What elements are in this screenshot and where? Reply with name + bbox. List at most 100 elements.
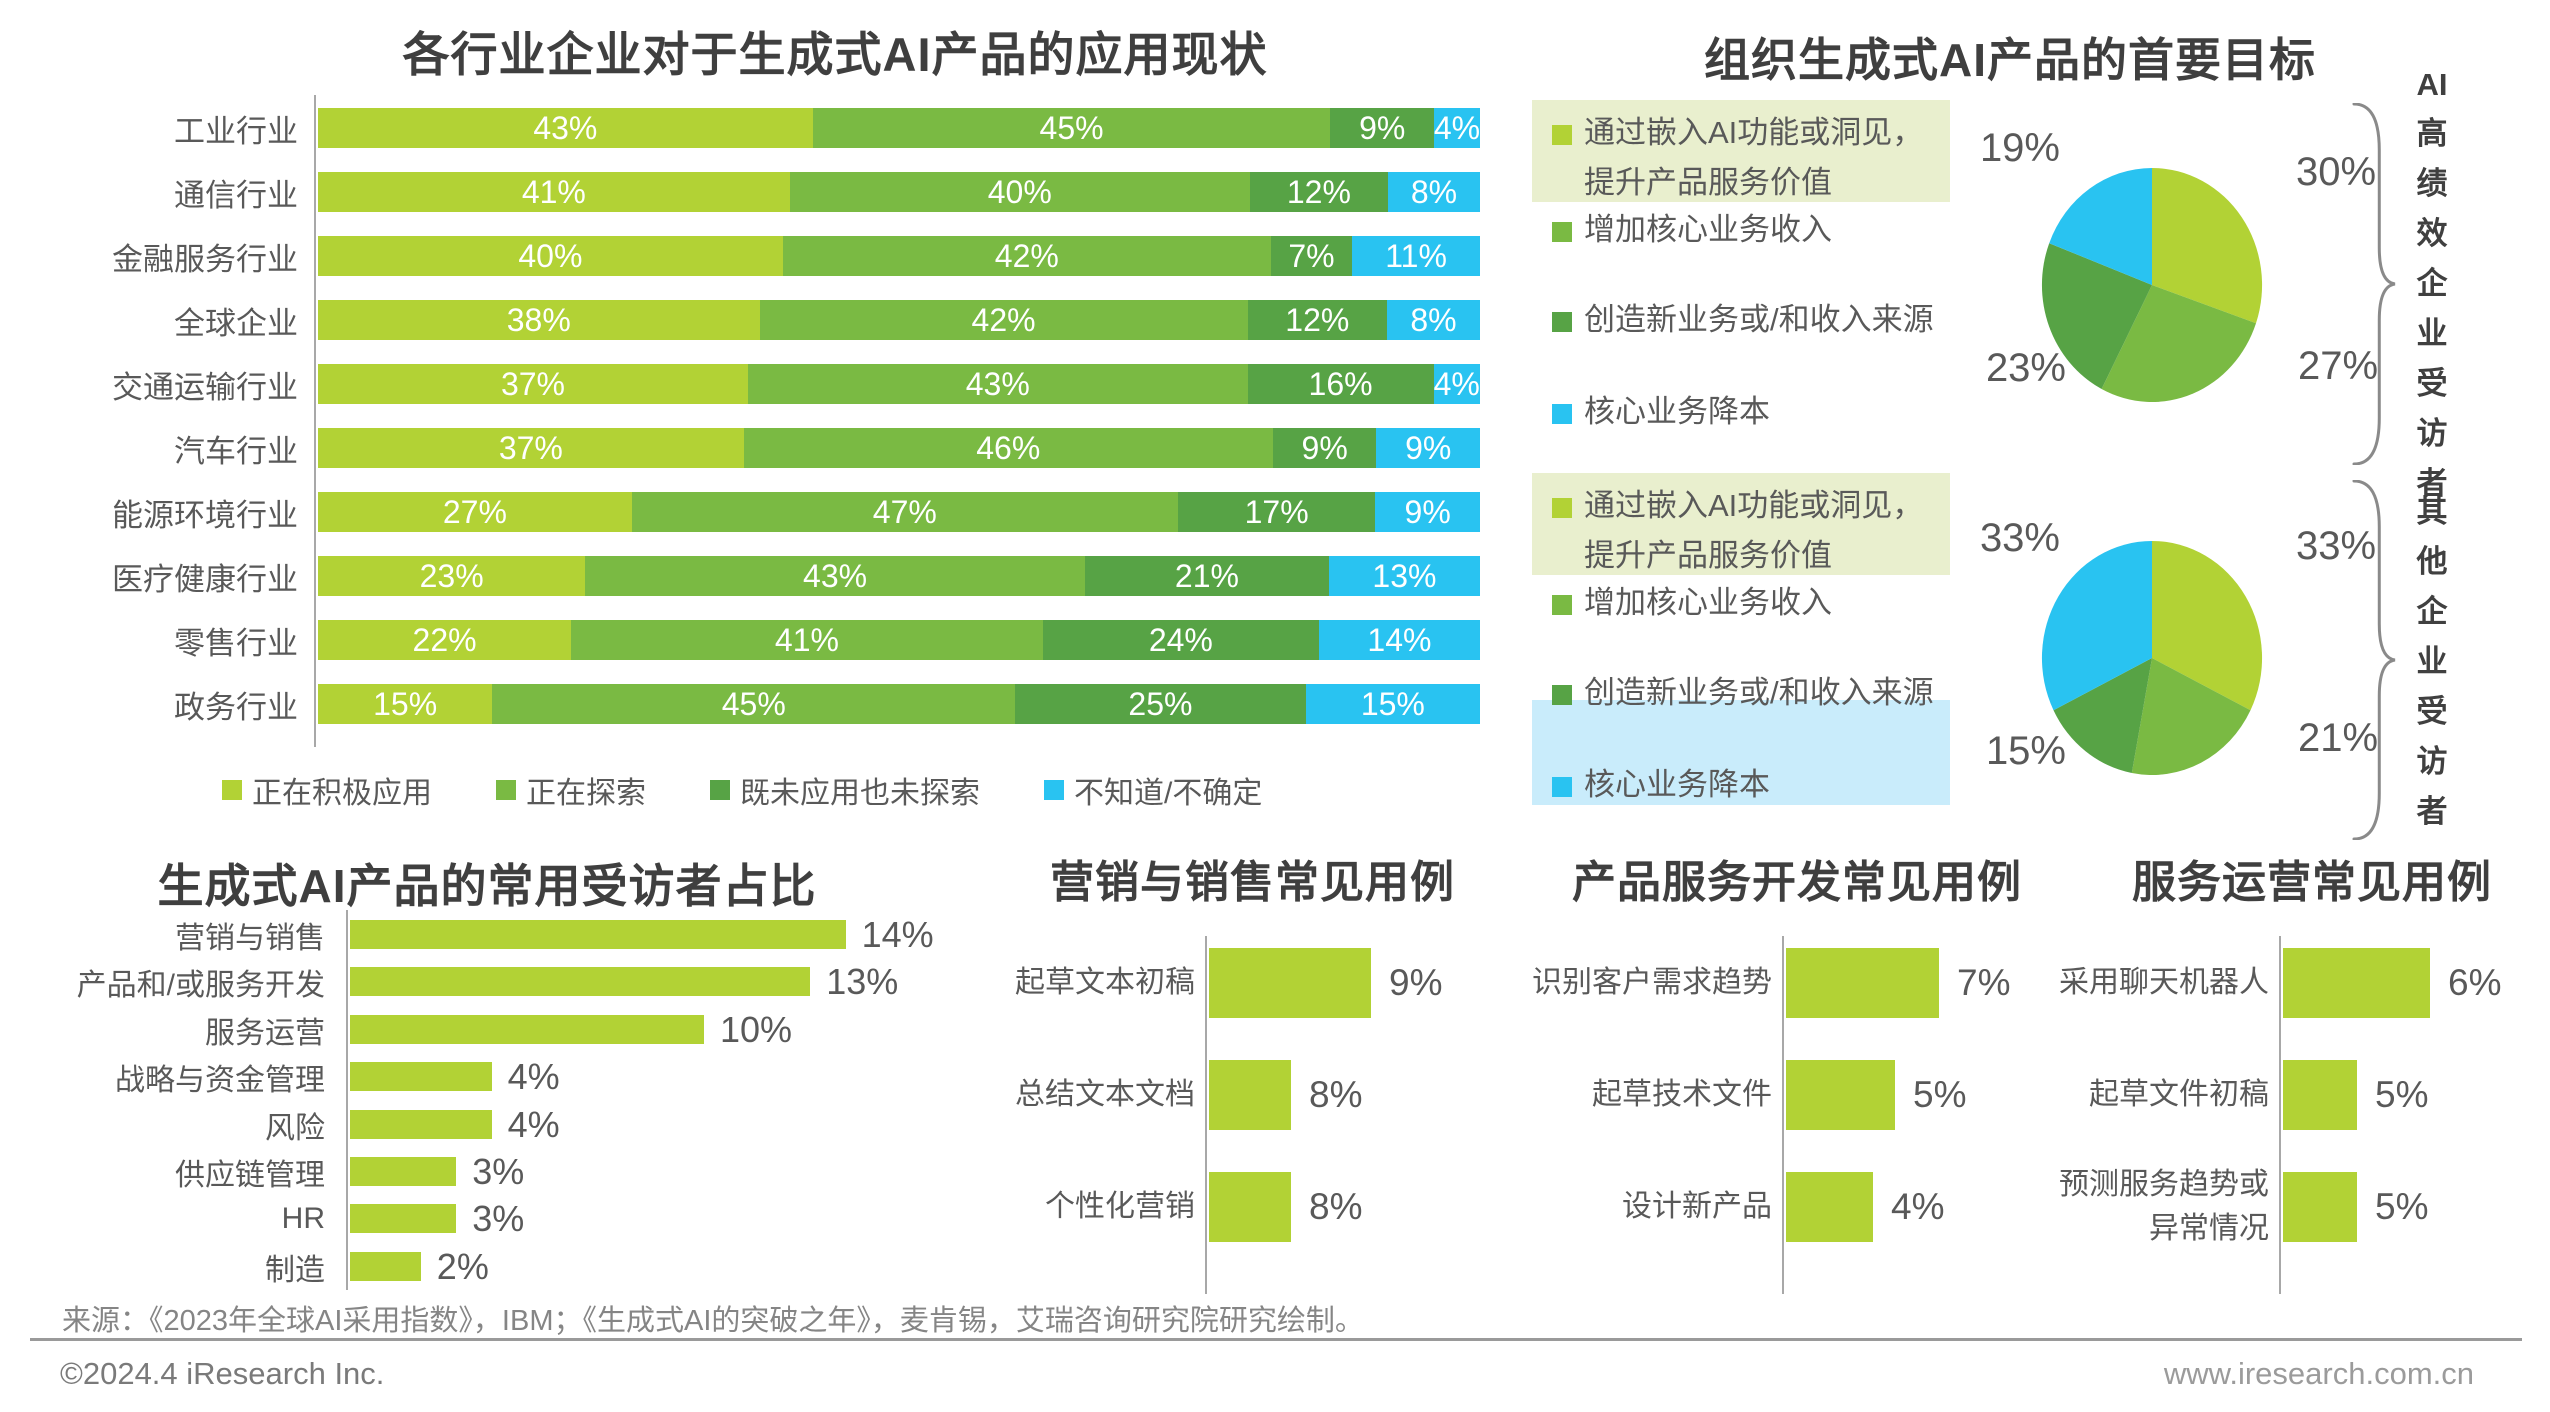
bar-value-label: 3% (472, 1197, 525, 1239)
row-label: 起草文件初稿 (2089, 1078, 2269, 1111)
legend-highlight-green (1532, 473, 1950, 575)
legend-label: 增加核心业务收入 (1584, 212, 1832, 247)
bar-segment: 41% (318, 172, 790, 212)
industry-adoption-title: 各行业企业对于生成式AI产品的应用现状 (402, 28, 1268, 81)
pie-slice (2152, 541, 2263, 711)
bar-segment: 40% (318, 236, 783, 276)
common-users-axis (346, 910, 348, 1290)
bar-segment: 21% (1084, 556, 1329, 596)
bar (350, 1110, 492, 1139)
bar (1209, 1060, 1291, 1130)
legend-label: 既未应用也未探索 (740, 777, 980, 810)
legend-label: 核心业务降本 (1584, 394, 1770, 429)
legend-color-marker (1552, 125, 1572, 145)
bar-segment: 45% (492, 684, 1016, 724)
bar (1209, 948, 1371, 1018)
bar-segment: 15% (1305, 684, 1480, 724)
legend-label: 正在探索 (526, 777, 646, 810)
row-label: 交通运输行业 (112, 369, 298, 405)
row-label: 制造 (265, 1253, 325, 1287)
bar (1786, 948, 1939, 1018)
row-label: 设计新产品 (1622, 1190, 1772, 1223)
bar-segment: 38% (318, 300, 760, 340)
bar-value-label: 9% (1389, 962, 1443, 1003)
bar (1786, 1172, 1873, 1242)
group-label-char: 企 (2416, 266, 2448, 301)
row-label: 采用聊天机器人 (2059, 966, 2269, 999)
website-url: www.iresearch.com.cn (2163, 1356, 2474, 1391)
stacked-bar-row: 37% 46% 9% 9% (318, 428, 1480, 468)
bar-segment: 4% (1433, 364, 1480, 404)
legend-color-marker (1552, 404, 1572, 424)
bar (1209, 1172, 1291, 1242)
pie-percent-label: 27% (2298, 344, 2379, 388)
row-label: 通信行业 (174, 177, 298, 213)
pie-slice (2131, 658, 2251, 776)
row-label: 汽车行业 (174, 433, 298, 469)
row-label: 金融服务行业 (112, 241, 298, 277)
legend-label: 通过嵌入AI功能或洞见， 提升产品服务价值 (1584, 488, 1924, 573)
bar-value-label: 5% (2375, 1186, 2429, 1227)
row-label: 全球企业 (174, 305, 298, 341)
copyright-text: ©2024.4 iResearch Inc. (60, 1356, 385, 1391)
bar-value-label: 4% (1891, 1186, 1945, 1227)
bar (350, 1204, 457, 1233)
row-label: 风险 (265, 1111, 325, 1145)
bar (1786, 1060, 1895, 1130)
industry-chart-axis (314, 95, 316, 747)
bar-value-label: 4% (507, 1055, 560, 1097)
brace-path (2352, 103, 2396, 465)
group-label-char: 者 (2416, 793, 2448, 829)
bar-value-label: 5% (1913, 1074, 1967, 1115)
row-label: 营销与销售 (175, 921, 325, 955)
brace-path (2352, 480, 2396, 840)
bar-segment: 37% (318, 364, 748, 404)
bar-segment: 43% (585, 556, 1085, 596)
stacked-bar-row: 43% 45% 9% 4% (318, 108, 1480, 148)
row-label: 政务行业 (174, 689, 298, 725)
legend-label: 创造新业务或/和收入来源 (1584, 675, 1934, 710)
group-label-char: 者 (2416, 466, 2448, 501)
bar-segment: 24% (1042, 620, 1319, 660)
stacked-bar-row: 23% 43% 21% 13% (318, 556, 1480, 596)
group-label-char: 企 (2416, 593, 2448, 629)
pie-slice (2053, 658, 2152, 773)
legend-color-marker (1552, 685, 1572, 705)
legend-label: 通过嵌入AI功能或洞见， 提升产品服务价值 (1584, 115, 1924, 200)
legend-highlight-green (1532, 100, 1950, 202)
pie-percent-label: 15% (1985, 729, 2066, 773)
pie-percent-label: 19% (1979, 126, 2060, 170)
group-label-char: 受 (2416, 366, 2448, 401)
bar-segment: 43% (747, 364, 1248, 404)
legend-item: 既未应用也未探索 (710, 768, 980, 812)
pie-percent-label: 33% (2296, 524, 2377, 568)
row-label: 医疗健康行业 (112, 561, 298, 597)
row-label: 供应链管理 (175, 1158, 325, 1192)
group-label-char: 业 (2416, 316, 2448, 351)
legend-color-marker (1044, 780, 1064, 800)
row-label: 能源环境行业 (112, 497, 298, 533)
bar-segment: 17% (1177, 492, 1376, 532)
stacked-bar-row: 38% 42% 12% 8% (318, 300, 1480, 340)
bar-value-label: 8% (1309, 1186, 1363, 1227)
bar-segment: 43% (318, 108, 813, 148)
goals-pie-chart (2041, 541, 2263, 776)
row-label: 起草文本初稿 (1015, 966, 1195, 999)
stacked-bar-row: 15% 45% 25% 15% (318, 684, 1480, 724)
row-label: 预测服务趋势或 异常情况 (2059, 1168, 2269, 1245)
bar-segment: 7% (1270, 236, 1353, 276)
bar (350, 1062, 492, 1091)
stacked-bar-row: 22% 41% 24% 14% (318, 620, 1480, 660)
bar-segment: 8% (1387, 172, 1480, 212)
bar-value-label: 4% (507, 1103, 560, 1145)
bar-value-label: 14% (861, 913, 934, 955)
bar-segment: 13% (1328, 556, 1480, 596)
bar-value-label: 3% (472, 1150, 525, 1192)
bar-segment: 9% (1330, 108, 1434, 148)
legend-color-marker (1552, 498, 1572, 518)
legend-label: 增加核心业务收入 (1584, 585, 1832, 620)
stacked-bar-row: 37% 43% 16% 4% (318, 364, 1480, 404)
respondent-group-label: AI 高绩效企业受访者 (2406, 67, 2458, 501)
legend-label: 创造新业务或/和收入来源 (1584, 302, 1934, 337)
product-service-dev-use-cases-axis (1782, 936, 1784, 1294)
